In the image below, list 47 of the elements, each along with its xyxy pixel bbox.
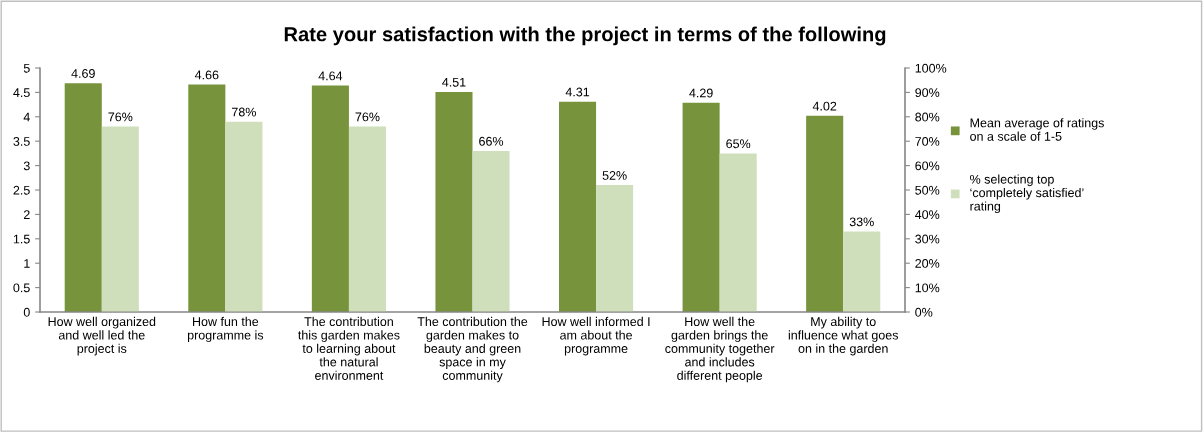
data-label: 4.64 (318, 71, 343, 81)
x-tick-label: How well organized and well led the project is (48, 316, 156, 356)
y-tick-label: 1.5 (13, 234, 30, 244)
data-label: 4.51 (442, 77, 466, 87)
x-tick-label: The contribution this garden makes to learning about the natural environment (298, 316, 400, 380)
y2-tick-label: 70% (915, 137, 940, 146)
data-label: 52% (602, 171, 627, 180)
data-label: 4.31 (565, 87, 590, 97)
y-tick-label: 5 (23, 63, 30, 73)
y2-tick-label: 80% (915, 112, 940, 122)
y-tick-label: 4 (23, 112, 30, 122)
y2-tick-label: 0% (915, 307, 933, 317)
y2-tick-label: 50% (915, 185, 940, 195)
legend-label: Mean average of ratings on a scale of 1-5 (970, 118, 1104, 141)
legend-label: % selecting top ‘completely satisfied’ rating (970, 174, 1084, 214)
bar (806, 115, 844, 312)
y-tick-label: 4.5 (13, 88, 30, 98)
y2-tick-label: 30% (915, 234, 940, 244)
data-label: 76% (108, 112, 133, 122)
x-tick-label: My ability to influence what goes on in the garden (788, 316, 899, 356)
data-label: 4.69 (71, 69, 95, 78)
y2-tick-label: 90% (915, 88, 940, 98)
data-label: 65% (726, 139, 751, 149)
data-label: 66% (479, 136, 504, 146)
y-tick-label: 0 (23, 307, 30, 317)
y-tick-label: 3 (23, 161, 30, 171)
chart-title: Rate your satisfaction with the project in terms of the following (284, 26, 886, 46)
data-label: 76% (355, 112, 380, 122)
y2-tick-label: 10% (915, 283, 940, 293)
x-tick-label: How well the garden brings the community together and includes different people (665, 316, 775, 383)
y2-tick-label: 40% (915, 210, 940, 220)
data-label: 4.29 (689, 88, 713, 98)
x-tick-label: How fun the programme is (187, 316, 264, 342)
y2-tick-label: 20% (915, 259, 940, 268)
data-label: 4.02 (812, 101, 837, 111)
data-label: 4.66 (194, 70, 219, 80)
x-tick-label: The contribution the garden makes to beauty and green space in my community (417, 316, 528, 383)
y2-tick-label: 60% (915, 161, 940, 171)
y-tick-label: 1 (24, 259, 30, 268)
y-tick-label: 3.5 (13, 137, 30, 146)
y-tick-label: 2.5 (13, 185, 30, 195)
y2-tick-label: 100% (915, 63, 947, 73)
data-label: 78% (232, 107, 256, 117)
y-tick-label: 2 (23, 210, 30, 219)
y-tick-label: 0.5 (13, 283, 30, 293)
x-tick-label: How well informed I am about the programme (542, 316, 650, 356)
data-label: 33% (849, 217, 874, 227)
